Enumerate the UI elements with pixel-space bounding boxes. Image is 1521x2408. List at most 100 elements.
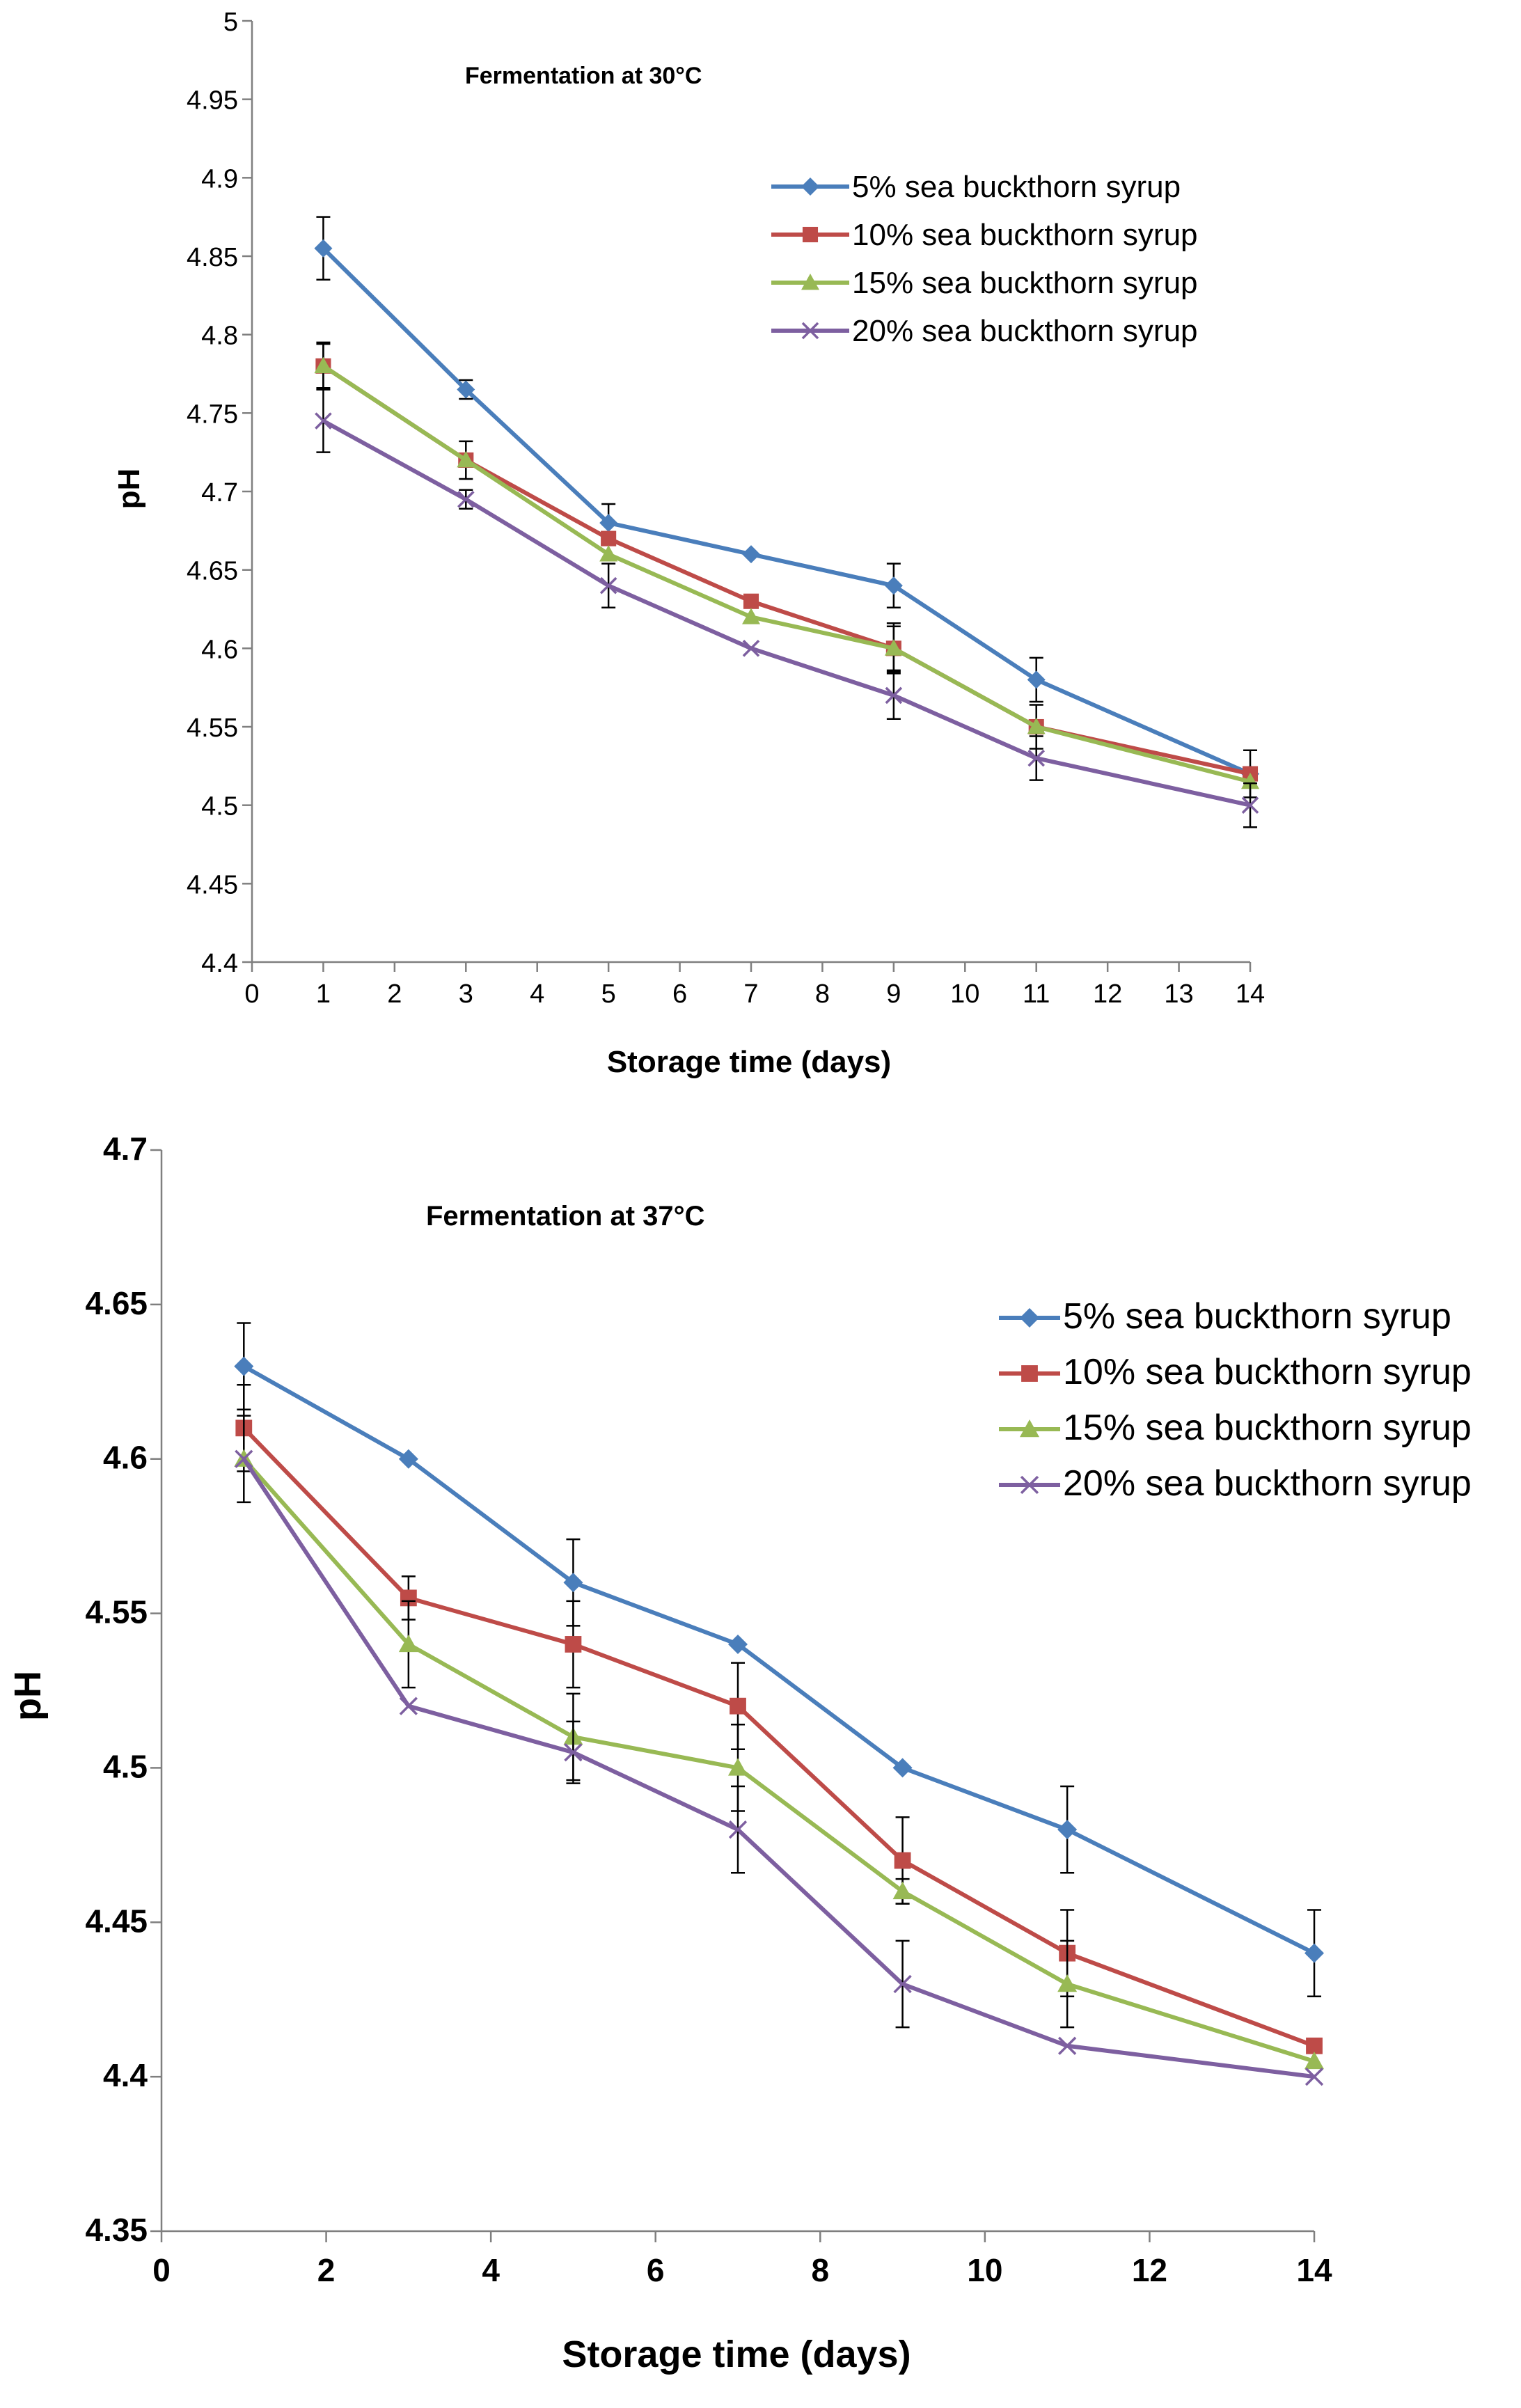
legend-label: 20% sea buckthorn syrup	[1063, 1463, 1472, 1504]
data-point	[400, 1589, 417, 1607]
data-point	[564, 1743, 583, 1762]
legend-label: 20% sea buckthorn syrup	[852, 314, 1198, 348]
x-axis-title-37c: Storage time (days)	[562, 2334, 911, 2375]
data-point	[884, 639, 903, 656]
x-tick-label: 14	[1296, 2252, 1332, 2288]
data-point	[892, 1758, 913, 1778]
y-tick-label: 4.65	[187, 557, 238, 586]
data-point	[742, 545, 760, 564]
chart-37c: Fermentation at 37°C Storage time (days)…	[7, 1131, 1472, 2375]
x-tick-label: 14	[1236, 979, 1265, 1009]
legend-item-2: 10% sea buckthorn syrup	[999, 1352, 1472, 1392]
data-point	[457, 450, 475, 468]
x-tick-label: 4	[482, 2252, 500, 2288]
series-3-30c	[314, 341, 1259, 789]
ticks-30c: 4.4 4.45 4.5 4.55 4.6 4.65 4.7 4.75 4.8 4.85 4.9 4.…	[187, 8, 1265, 1009]
data-point	[315, 412, 332, 430]
legend-item-4: 20% sea buckthorn syrup	[999, 1463, 1472, 1504]
legend-marker	[801, 274, 819, 290]
y-tick-label: 4.45	[85, 1903, 148, 1939]
x-tick-label: 11	[1023, 979, 1050, 1009]
data-point	[1057, 1974, 1078, 1992]
x-tick-label: 8	[815, 979, 830, 1009]
data-point	[1241, 772, 1259, 789]
data-point	[601, 530, 617, 546]
data-point	[565, 1636, 582, 1653]
legend-label: 15% sea buckthorn syrup	[852, 266, 1198, 300]
legend-30c: 5% sea buckthorn syrup 10% sea buckthorn …	[771, 170, 1198, 348]
data-point	[1027, 718, 1046, 734]
data-point	[599, 545, 618, 562]
data-point	[457, 380, 475, 399]
x-tick-label: 13	[1164, 979, 1193, 1009]
axes-30c	[251, 21, 1250, 963]
data-point	[1305, 1943, 1324, 1963]
data-point	[1057, 1820, 1078, 1840]
data-point	[742, 608, 760, 624]
series-1-30c	[314, 216, 1259, 783]
y-axis-title-37c: pH	[7, 1671, 49, 1721]
legend-marker	[1021, 1365, 1038, 1382]
x-tick-label: 7	[743, 979, 758, 1009]
data-point	[1027, 749, 1046, 767]
y-tick-label: 4.45	[187, 870, 238, 899]
data-point	[728, 1758, 748, 1776]
legend-marker	[801, 178, 819, 196]
data-point	[728, 1634, 748, 1654]
data-point	[894, 1852, 911, 1869]
series-4-30c	[315, 388, 1259, 828]
y-tick-label: 4.8	[201, 322, 238, 351]
y-tick-label: 4.4	[201, 949, 238, 978]
legend-marker	[1020, 1475, 1039, 1495]
series-line	[322, 364, 1251, 784]
data-point	[893, 1974, 912, 1994]
data-point	[234, 1356, 254, 1376]
data-point	[398, 1634, 418, 1653]
y-tick-label: 4.65	[85, 1285, 148, 1321]
legend-label: 10% sea buckthorn syrup	[1063, 1352, 1472, 1392]
data-point	[563, 1573, 583, 1593]
data-point	[1305, 2051, 1324, 2070]
x-tick-label: 6	[672, 979, 687, 1009]
data-point	[1241, 796, 1259, 814]
y-tick-label: 4.75	[187, 400, 238, 429]
x-tick-label: 0	[244, 979, 259, 1009]
legend-label: 15% sea buckthorn syrup	[1063, 1408, 1472, 1448]
series-2-30c	[315, 343, 1259, 798]
series-line	[242, 1457, 1315, 2063]
y-tick-label: 4.95	[187, 86, 238, 116]
data-point	[730, 1697, 746, 1715]
y-tick-label: 5	[223, 8, 238, 37]
y-tick-label: 4.4	[103, 2057, 148, 2093]
data-point	[742, 640, 760, 657]
y-tick-label: 4.55	[187, 714, 238, 743]
data-point	[743, 593, 759, 609]
legend-37c: 5% sea buckthorn syrup 10% sea buckthorn …	[999, 1296, 1472, 1504]
data-point	[885, 686, 903, 705]
y-axis-title-30c: pH	[112, 469, 146, 510]
x-tick-label: 5	[601, 979, 616, 1009]
y-tick-label: 4.7	[201, 478, 238, 507]
x-tick-label: 2	[387, 979, 402, 1009]
chart-annotation-37c: Fermentation at 37°C	[426, 1201, 705, 1231]
x-tick-label: 12	[1093, 979, 1122, 1009]
y-tick-label: 4.6	[201, 635, 238, 664]
x-tick-label: 12	[1132, 2252, 1167, 2288]
data-point	[1058, 2036, 1077, 2055]
y-tick-label: 4.5	[201, 792, 238, 821]
series-1-37c	[234, 1322, 1324, 1998]
x-axis-title-30c: Storage time (days)	[607, 1045, 891, 1079]
x-tick-label: 8	[811, 2252, 829, 2288]
legend-marker	[1020, 1308, 1039, 1328]
x-tick-label: 2	[317, 2252, 336, 2288]
legend-item-1: 5% sea buckthorn syrup	[771, 170, 1181, 204]
data-point	[1306, 2037, 1323, 2054]
data-point	[457, 490, 475, 508]
x-tick-label: 0	[152, 2252, 171, 2288]
x-tick-label: 10	[967, 2252, 1002, 2288]
x-tick-label: 4	[530, 979, 544, 1009]
legend-item-3: 15% sea buckthorn syrup	[771, 266, 1198, 300]
data-point	[1305, 2068, 1324, 2086]
series-layer-30c	[314, 216, 1259, 828]
legend-item-4: 20% sea buckthorn syrup	[771, 314, 1198, 348]
